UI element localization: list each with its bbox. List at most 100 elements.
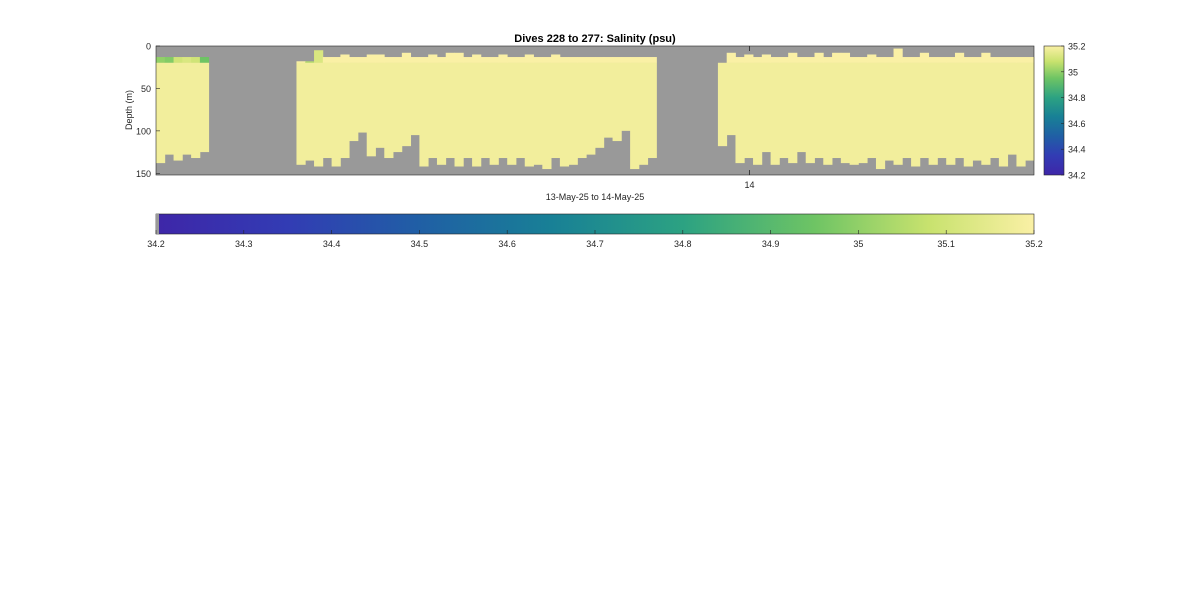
profile-surface-cell [981, 52, 991, 63]
profile-interior-cell [875, 62, 886, 170]
profile-interior-cell [551, 62, 561, 159]
profile-surface-cell [867, 54, 877, 63]
profile-surface-cell [419, 57, 429, 63]
profile-interior-cell [1007, 62, 1017, 155]
profile-surface-cell [726, 52, 736, 63]
profile-surface-cell [156, 57, 166, 63]
vertical-colorbar-tick-label: 35 [1068, 67, 1078, 77]
profile-interior-cell [454, 62, 464, 167]
profile-surface-cell [296, 61, 306, 63]
profile-surface-cell [805, 57, 815, 63]
profile-interior-cell [779, 62, 789, 159]
profile-interior-cell [428, 62, 438, 159]
profile-interior-cell [840, 62, 851, 164]
profile-surface-cell [436, 57, 447, 63]
profile-interior-cell [832, 62, 842, 159]
profile-surface-cell [779, 57, 789, 63]
profile-surface-cell [366, 54, 376, 63]
profile-interior-cell [761, 62, 771, 153]
heatmap-frame [155, 45, 1035, 176]
profile-interior-cell [603, 62, 613, 138]
horizontal-colorbar: 34.2 34.3 34.4 34.5 34.6 34.7 34.8 34.9 35 35.1 35… [147, 213, 1043, 249]
horizontal-colorbar-tick-label: 34.9 [762, 239, 780, 249]
profile-interior-cell [191, 62, 201, 159]
profile-surface-cell [761, 54, 771, 63]
profile-surface-cell [410, 57, 420, 63]
profile-interior-cell [981, 62, 991, 165]
profile-surface-cell [542, 57, 552, 63]
profile-interior-cell [902, 62, 912, 159]
profile-interior-cell [963, 62, 973, 167]
profile-surface-cell [840, 52, 851, 63]
profile-surface-cell [559, 57, 570, 63]
profile-surface-cell [603, 57, 613, 63]
profile-surface-cell [357, 57, 368, 63]
profile-surface-cell [515, 57, 526, 63]
profile-interior-cell [823, 62, 833, 165]
x-axis-label: 13-May-25 to 14-May-25 [546, 192, 645, 202]
profile-surface-cell [796, 57, 807, 63]
profile-surface-cell [621, 57, 631, 63]
profile-surface-cell [884, 57, 894, 63]
y-axis-label: Depth (m) [124, 90, 134, 130]
profile-surface-cell [472, 54, 482, 63]
y-tick-label: 50 [141, 84, 151, 94]
profile-interior-cell [375, 62, 385, 148]
heatmap-axes: 0 50 100 150 14 Depth (m) 13-May-25 to 14-M… [124, 42, 1035, 202]
profile-surface-cell [814, 52, 824, 63]
profile-surface-cell [902, 57, 912, 63]
profile-interior-cell [577, 62, 587, 159]
profile-surface-cell [946, 57, 956, 63]
profile-interior-cell [533, 62, 543, 165]
profile-interior-cell [946, 62, 956, 165]
vertical-colorbar-tick-label: 34.8 [1068, 93, 1086, 103]
profile-interior-cell [331, 62, 341, 167]
profile-surface-cell [331, 57, 341, 63]
profile-surface-cell [454, 52, 464, 63]
profile-surface-cell [972, 57, 982, 63]
profile-interior-cell [928, 62, 938, 165]
profile-interior-cell [814, 62, 824, 159]
profile-interior-cell [357, 62, 368, 133]
profile-interior-cell [445, 62, 455, 159]
horizontal-colorbar-tick-label: 34.7 [586, 239, 604, 249]
vertical-colorbar-fill [1043, 45, 1065, 176]
profile-interior-cell [796, 62, 807, 153]
profile-surface-cell [875, 57, 886, 63]
profile-interior-cell [436, 62, 447, 165]
profile-interior-cell [638, 62, 649, 165]
profile-surface-cell [963, 57, 973, 63]
profile-surface-cell [191, 57, 201, 63]
profile-interior-cell [770, 62, 780, 165]
profile-surface-cell [893, 48, 903, 63]
profile-surface-cell [393, 57, 403, 63]
horizontal-colorbar-tick-label: 34.3 [235, 239, 253, 249]
profile-surface-cell [498, 54, 508, 63]
vertical-colorbar: 34.2 34.4 34.6 34.8 35 35.2 [1043, 42, 1086, 181]
vertical-colorbar-tick-label: 35.2 [1068, 42, 1086, 52]
profile-interior-cell [489, 62, 499, 165]
profile-interior-cell [199, 62, 210, 153]
profile-surface-cell [1016, 57, 1026, 63]
profile-surface-cell [322, 57, 332, 63]
profile-surface-cell [911, 57, 921, 63]
profile-surface-cell [612, 57, 622, 63]
x-axis-ticks: 14 [744, 46, 755, 190]
horizontal-colorbar-tick-label: 34.8 [674, 239, 692, 249]
profile-surface-cell [1007, 57, 1017, 63]
profile-interior-cell [621, 62, 631, 131]
profile-interior-cell [384, 62, 394, 159]
profile-surface-cell [507, 57, 517, 63]
profile-surface-cell [744, 54, 754, 63]
profile-surface-cell [489, 57, 499, 63]
profile-surface-cell [533, 57, 543, 63]
profile-surface-cell [305, 61, 315, 63]
profile-surface-cell [524, 54, 534, 63]
y-tick-label: 150 [136, 169, 151, 179]
profile-surface-cell [832, 52, 842, 63]
profile-interior-cell [717, 62, 728, 147]
profile-surface-cell [937, 57, 947, 63]
profile-interior-cell [1016, 62, 1026, 167]
profile-surface-cell [375, 54, 385, 63]
profile-surface-cell [568, 57, 578, 63]
